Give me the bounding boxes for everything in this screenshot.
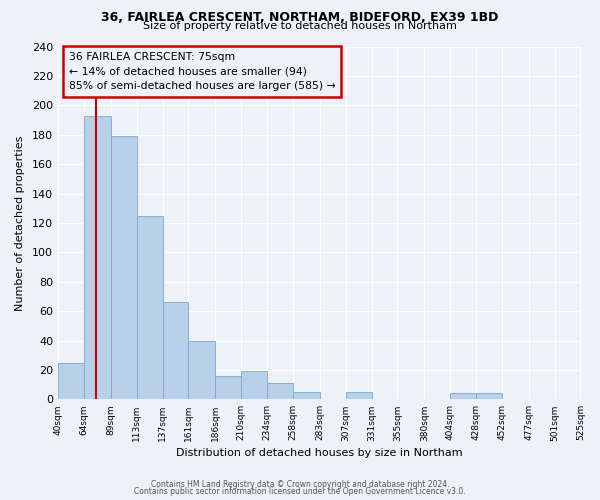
Bar — [137, 216, 163, 400]
Bar — [241, 372, 267, 400]
X-axis label: Distribution of detached houses by size in Northam: Distribution of detached houses by size … — [176, 448, 463, 458]
Text: 36 FAIRLEA CRESCENT: 75sqm
← 14% of detached houses are smaller (94)
85% of semi: 36 FAIRLEA CRESCENT: 75sqm ← 14% of deta… — [68, 52, 335, 92]
Bar — [111, 136, 137, 400]
Bar — [84, 116, 111, 400]
Text: Contains HM Land Registry data © Crown copyright and database right 2024.: Contains HM Land Registry data © Crown c… — [151, 480, 449, 489]
Text: Size of property relative to detached houses in Northam: Size of property relative to detached ho… — [143, 21, 457, 31]
Bar — [476, 394, 502, 400]
Bar — [163, 302, 188, 400]
Y-axis label: Number of detached properties: Number of detached properties — [15, 135, 25, 310]
Text: 36, FAIRLEA CRESCENT, NORTHAM, BIDEFORD, EX39 1BD: 36, FAIRLEA CRESCENT, NORTHAM, BIDEFORD,… — [101, 11, 499, 24]
Bar — [450, 394, 476, 400]
Text: Contains public sector information licensed under the Open Government Licence v3: Contains public sector information licen… — [134, 487, 466, 496]
Bar — [293, 392, 320, 400]
Bar — [188, 340, 215, 400]
Bar — [346, 392, 371, 400]
Bar — [215, 376, 241, 400]
Bar — [267, 383, 293, 400]
Bar — [58, 362, 84, 400]
